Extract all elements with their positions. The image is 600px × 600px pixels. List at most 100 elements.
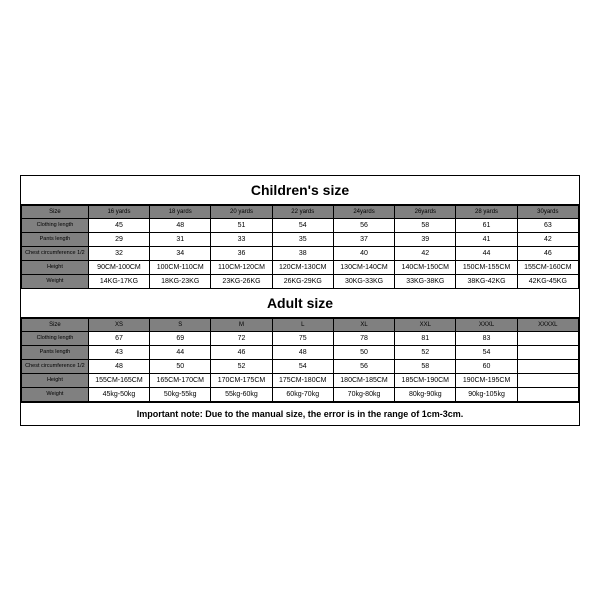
cell: 61	[456, 218, 517, 232]
col-header: 30yards	[517, 205, 578, 218]
cell: 38	[272, 246, 333, 260]
cell: 58	[395, 218, 456, 232]
row-label: Clothing length	[22, 218, 89, 232]
important-note: Important note: Due to the manual size, …	[21, 402, 579, 425]
cell: 50kg-55kg	[150, 387, 211, 401]
cell: 75	[272, 331, 333, 345]
cell: 100CM-110CM	[150, 260, 211, 274]
cell: 60	[456, 359, 517, 373]
cell: 56	[333, 359, 394, 373]
cell: 45	[88, 218, 149, 232]
cell: 155CM-165CM	[88, 373, 149, 387]
cell: 44	[150, 345, 211, 359]
cell: 72	[211, 331, 272, 345]
cell: 45kg-50kg	[88, 387, 149, 401]
col-header: S	[150, 318, 211, 331]
cell: 81	[395, 331, 456, 345]
col-header: XXL	[395, 318, 456, 331]
cell: 130CM-140CM	[333, 260, 394, 274]
cell: 48	[272, 345, 333, 359]
cell: 185CM-190CM	[395, 373, 456, 387]
cell: 80kg-90kg	[395, 387, 456, 401]
col-header: Size	[22, 205, 89, 218]
col-header: XXXXL	[517, 318, 578, 331]
cell: 170CM-175CM	[211, 373, 272, 387]
table-row: Clothing length67697275788183	[22, 331, 579, 345]
row-label: Pants length	[22, 345, 89, 359]
cell: 37	[333, 232, 394, 246]
cell: 40	[333, 246, 394, 260]
cell: 38KG-42KG	[456, 274, 517, 288]
adult-table: Size XS S M L XL XXL XXXL XXXXL Clothing…	[21, 318, 579, 402]
col-header: 16 yards	[88, 205, 149, 218]
col-header: Size	[22, 318, 89, 331]
cell: 56	[333, 218, 394, 232]
cell: 43	[88, 345, 149, 359]
cell: 42KG-45KG	[517, 274, 578, 288]
col-header: XL	[333, 318, 394, 331]
cell: 51	[211, 218, 272, 232]
cell: 190CM-195CM	[456, 373, 517, 387]
col-header: XXXL	[456, 318, 517, 331]
cell: 23KG-26KG	[211, 274, 272, 288]
cell: 90CM-100CM	[88, 260, 149, 274]
table-row: Chest circumference 1/23234363840424446	[22, 246, 579, 260]
cell: 140CM-150CM	[395, 260, 456, 274]
cell: 120CM-130CM	[272, 260, 333, 274]
cell: 48	[88, 359, 149, 373]
cell	[517, 373, 578, 387]
size-chart-sheet: Children's size Size 16 yards 18 yards 2…	[20, 175, 580, 426]
row-label: Height	[22, 260, 89, 274]
cell: 42	[395, 246, 456, 260]
cell: 31	[150, 232, 211, 246]
cell: 32	[88, 246, 149, 260]
cell: 69	[150, 331, 211, 345]
cell: 41	[456, 232, 517, 246]
adult-title: Adult size	[21, 289, 579, 318]
cell: 35	[272, 232, 333, 246]
cell: 54	[272, 359, 333, 373]
table-row: Weight45kg-50kg50kg-55kg55kg-60kg60kg-70…	[22, 387, 579, 401]
row-label: Pants length	[22, 232, 89, 246]
cell: 46	[517, 246, 578, 260]
cell: 54	[456, 345, 517, 359]
cell	[517, 359, 578, 373]
children-header-row: Size 16 yards 18 yards 20 yards 22 yards…	[22, 205, 579, 218]
children-title: Children's size	[21, 176, 579, 205]
row-label: Weight	[22, 387, 89, 401]
col-header: 20 yards	[211, 205, 272, 218]
table-row: Pants length2931333537394142	[22, 232, 579, 246]
cell: 67	[88, 331, 149, 345]
adult-header-row: Size XS S M L XL XXL XXXL XXXXL	[22, 318, 579, 331]
cell: 26KG-29KG	[272, 274, 333, 288]
col-header: 24yards	[333, 205, 394, 218]
cell	[517, 345, 578, 359]
cell: 14KG-17KG	[88, 274, 149, 288]
cell: 48	[150, 218, 211, 232]
cell: 52	[211, 359, 272, 373]
table-row: Clothing length4548515456586163	[22, 218, 579, 232]
cell: 165CM-170CM	[150, 373, 211, 387]
table-row: Height90CM-100CM100CM-110CM110CM-120CM12…	[22, 260, 579, 274]
row-label: Clothing length	[22, 331, 89, 345]
cell: 175CM-180CM	[272, 373, 333, 387]
cell: 18KG-23KG	[150, 274, 211, 288]
cell: 155CM-160CM	[517, 260, 578, 274]
col-header: M	[211, 318, 272, 331]
cell: 90kg-105kg	[456, 387, 517, 401]
cell	[517, 387, 578, 401]
cell: 29	[88, 232, 149, 246]
cell: 180CM-185CM	[333, 373, 394, 387]
cell: 70kg-80kg	[333, 387, 394, 401]
row-label: Chest circumference 1/2	[22, 246, 89, 260]
cell: 46	[211, 345, 272, 359]
cell: 50	[150, 359, 211, 373]
cell: 60kg-70kg	[272, 387, 333, 401]
children-table: Size 16 yards 18 yards 20 yards 22 yards…	[21, 205, 579, 289]
cell	[517, 331, 578, 345]
table-row: Weight14KG-17KG18KG-23KG23KG-26KG26KG-29…	[22, 274, 579, 288]
table-row: Chest circumference 1/248505254565860	[22, 359, 579, 373]
row-label: Height	[22, 373, 89, 387]
cell: 55kg-60kg	[211, 387, 272, 401]
cell: 34	[150, 246, 211, 260]
